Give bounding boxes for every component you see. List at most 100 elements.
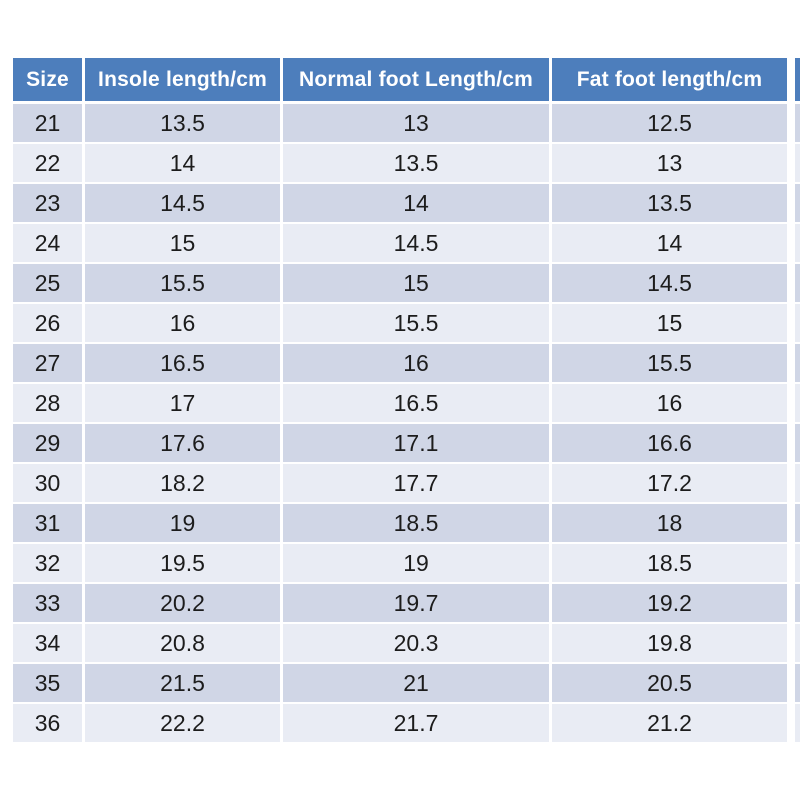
table-row: 33 20.2 19.7 19.2	[13, 584, 787, 624]
table-cell: 17.7	[283, 464, 552, 504]
sliver-row-segment	[795, 184, 800, 222]
table-row: 23 14.5 14 13.5	[13, 184, 787, 224]
table-cell: 16.5	[85, 344, 283, 384]
column-header: Size	[13, 58, 85, 104]
table-cell: 19.2	[552, 584, 787, 624]
table-cell: 16	[552, 384, 787, 424]
table-cell: 14	[85, 144, 283, 184]
table-cell: 22.2	[85, 704, 283, 744]
table-cell: 15.5	[552, 344, 787, 384]
table-cell: 21.2	[552, 704, 787, 744]
sliver-row-segment	[795, 544, 800, 582]
table-row: 21 13.5 13 12.5	[13, 104, 787, 144]
table-row: 32 19.5 19 18.5	[13, 544, 787, 584]
table-cell: 15.5	[283, 304, 552, 344]
table-cell: 18.5	[552, 544, 787, 584]
column-header: Normal foot Length/cm	[283, 58, 552, 104]
table-cell: 28	[13, 384, 85, 424]
table-cell: 16	[283, 344, 552, 384]
table-cell: 16	[85, 304, 283, 344]
cropped-column-sliver	[795, 58, 800, 744]
table-cell: 19.7	[283, 584, 552, 624]
table-cell: 14.5	[552, 264, 787, 304]
table-cell: 18.2	[85, 464, 283, 504]
table-row: 30 18.2 17.7 17.2	[13, 464, 787, 504]
table-cell: 20.2	[85, 584, 283, 624]
header-row: Size Insole length/cm Normal foot Length/c…	[13, 58, 787, 104]
table-cell: 18	[552, 504, 787, 544]
table-cell: 35	[13, 664, 85, 704]
table-cell: 17.2	[552, 464, 787, 504]
table-cell: 14	[283, 184, 552, 224]
table-cell: 24	[13, 224, 85, 264]
table-cell: 15.5	[85, 264, 283, 304]
table-row: 28 17 16.5 16	[13, 384, 787, 424]
table-cell: 13	[552, 144, 787, 184]
table-cell: 16.6	[552, 424, 787, 464]
sliver-row-segment	[795, 344, 800, 382]
table-cell: 19	[85, 504, 283, 544]
sliver-row-segment	[795, 384, 800, 422]
table-cell: 14	[552, 224, 787, 264]
table-cell: 29	[13, 424, 85, 464]
table-row: 31 19 18.5 18	[13, 504, 787, 544]
table-cell: 17.1	[283, 424, 552, 464]
sliver-row-segment	[795, 304, 800, 342]
sliver-row-segment	[795, 624, 800, 662]
table-cell: 14.5	[85, 184, 283, 224]
table-cell: 14.5	[283, 224, 552, 264]
table-cell: 20.8	[85, 624, 283, 664]
table-cell: 32	[13, 544, 85, 584]
size-table: Size Insole length/cm Normal foot Length/c…	[13, 58, 787, 744]
table-body: 21 13.5 13 12.5 22 14 13.5 13 23 14.5 14 13.5 24 15 14…	[13, 104, 787, 744]
table-cell: 25	[13, 264, 85, 304]
table-cell: 13.5	[85, 104, 283, 144]
table-row: 24 15 14.5 14	[13, 224, 787, 264]
table-row: 34 20.8 20.3 19.8	[13, 624, 787, 664]
size-chart-table: Size Insole length/cm Normal foot Length/c…	[13, 58, 787, 744]
table-row: 36 22.2 21.7 21.2	[13, 704, 787, 744]
table-cell: 16.5	[283, 384, 552, 424]
sliver-row-segment	[795, 664, 800, 702]
table-cell: 22	[13, 144, 85, 184]
sliver-row-segment	[795, 104, 800, 142]
table-cell: 19	[283, 544, 552, 584]
sliver-row-segment	[795, 504, 800, 542]
table-cell: 34	[13, 624, 85, 664]
table-cell: 15	[85, 224, 283, 264]
table-cell: 17.6	[85, 424, 283, 464]
sliver-row-segment	[795, 464, 800, 502]
table-cell: 23	[13, 184, 85, 224]
table-cell: 17	[85, 384, 283, 424]
table-cell: 33	[13, 584, 85, 624]
table-cell: 27	[13, 344, 85, 384]
table-cell: 20.5	[552, 664, 787, 704]
table-cell: 13.5	[283, 144, 552, 184]
table-cell: 15	[552, 304, 787, 344]
table-cell: 13.5	[552, 184, 787, 224]
sliver-row-segment	[795, 704, 800, 742]
sliver-row-segment	[795, 584, 800, 622]
table-row: 27 16.5 16 15.5	[13, 344, 787, 384]
table-cell: 15	[283, 264, 552, 304]
table-header: Size Insole length/cm Normal foot Length/c…	[13, 58, 787, 104]
table-cell: 21	[283, 664, 552, 704]
table-row: 29 17.6 17.1 16.6	[13, 424, 787, 464]
table-cell: 18.5	[283, 504, 552, 544]
table-cell: 19.5	[85, 544, 283, 584]
table-row: 35 21.5 21 20.5	[13, 664, 787, 704]
table-row: 26 16 15.5 15	[13, 304, 787, 344]
column-header: Fat foot length/cm	[552, 58, 787, 104]
table-cell: 26	[13, 304, 85, 344]
table-cell: 21.7	[283, 704, 552, 744]
column-header: Insole length/cm	[85, 58, 283, 104]
table-cell: 21	[13, 104, 85, 144]
table-cell: 30	[13, 464, 85, 504]
table-cell: 19.8	[552, 624, 787, 664]
sliver-row-segment	[795, 224, 800, 262]
table-row: 25 15.5 15 14.5	[13, 264, 787, 304]
sliver-row-segment	[795, 264, 800, 302]
sliver-header-segment	[795, 58, 800, 101]
table-cell: 20.3	[283, 624, 552, 664]
